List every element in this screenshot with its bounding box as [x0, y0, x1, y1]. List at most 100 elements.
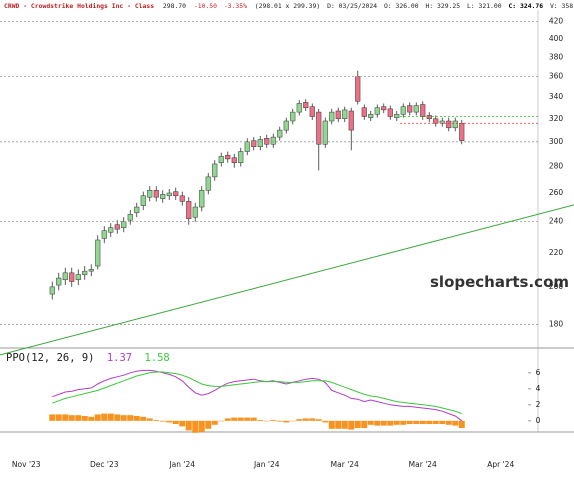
candle-body [420, 104, 426, 117]
histogram-bar [88, 416, 95, 421]
histogram-bar [166, 420, 173, 423]
candle-body [75, 274, 81, 281]
candle-body [270, 136, 276, 145]
candle-body [361, 107, 367, 117]
y-tick-label: 260 [549, 188, 564, 197]
candle-body [153, 190, 159, 198]
volume: V: 358.13 [550, 2, 574, 10]
candle-body [277, 129, 283, 138]
histogram-bar [127, 415, 134, 421]
histogram-bar [81, 416, 88, 421]
histogram-bar [445, 420, 452, 425]
histogram-bar [172, 420, 179, 424]
candle-body [238, 151, 244, 163]
histogram-bar [263, 420, 270, 422]
candle-body [147, 190, 153, 198]
y-tick-label: 0 [536, 416, 541, 425]
watermark: slopecharts.com [430, 273, 569, 291]
candle-body [296, 103, 302, 113]
candle-body [446, 120, 452, 129]
histogram-bar [289, 420, 296, 422]
candle-body [127, 214, 133, 221]
x-tick-label: Jan '24 [253, 460, 280, 469]
header: CRWD - Crowdstrike Holdings Inc - Class … [4, 2, 574, 10]
histogram-bar [328, 420, 335, 429]
histogram-bar [302, 418, 309, 421]
histogram-bar [283, 420, 290, 423]
price-plot [49, 70, 465, 300]
candle-body [101, 230, 107, 239]
histogram-bar [153, 420, 160, 421]
y-tick-label: 6 [536, 368, 541, 377]
candle-body [433, 118, 439, 124]
ticker-name: CRWD - Crowdstrike Holdings Inc - Class [4, 2, 154, 10]
candle-body [69, 272, 75, 282]
histogram-bar [335, 420, 342, 429]
candle-body [283, 120, 289, 131]
candle-body [452, 120, 458, 129]
histogram-bar [192, 420, 199, 433]
histogram-bar [231, 417, 238, 421]
histogram-bar [354, 420, 361, 428]
histogram-bar [250, 417, 257, 421]
ppo-value: 1.37 [107, 352, 132, 364]
candle-body [199, 190, 205, 208]
histogram-bar [426, 420, 433, 424]
y-tick-label: 200 [549, 282, 564, 291]
trendline [0, 204, 574, 356]
ppo-line [52, 371, 462, 415]
histogram-bar [393, 420, 400, 425]
histogram-bar [49, 414, 56, 421]
candle-body [179, 195, 185, 202]
ppo-legend: PPO(12, 26, 9) 1.37 1.58 [6, 352, 170, 364]
ppo-title: PPO(12, 26, 9) [6, 352, 95, 364]
histogram-bar [380, 420, 387, 426]
histogram-bar [419, 420, 426, 424]
histogram-bar [185, 420, 192, 431]
close: C: 324.76 [508, 2, 543, 10]
candle-body [114, 224, 120, 230]
candle-body [348, 110, 354, 131]
candle-body [381, 106, 387, 111]
candle-body [108, 227, 114, 233]
candle-body [257, 139, 263, 147]
y-tick-label: 320 [549, 114, 564, 123]
histogram-bar [159, 420, 166, 422]
x-tick-label: Dec '23 [90, 460, 119, 469]
open: O: 326.00 [384, 2, 419, 10]
histogram-bar [432, 420, 439, 424]
candle-body [400, 106, 406, 115]
candle-body [329, 111, 335, 122]
candle-body [173, 191, 179, 197]
candle-body [387, 108, 393, 117]
histogram-bar [140, 416, 147, 421]
candle-body [407, 105, 413, 113]
histogram-bar [205, 420, 212, 429]
histogram-bar [224, 418, 231, 421]
histogram-bar [68, 415, 75, 421]
candle-body [374, 107, 380, 115]
candle-body [121, 221, 127, 228]
candle-body [205, 176, 211, 191]
y-tick-label: 180 [549, 320, 564, 329]
x-tick-label: Jan '24 [168, 460, 195, 469]
candle-body [303, 102, 309, 108]
low: L: 321.00 [467, 2, 502, 10]
histogram-bar [211, 420, 218, 425]
y-tick-label: 300 [549, 137, 564, 146]
x-tick-label: Nov '23 [12, 460, 41, 469]
histogram-bar [361, 420, 368, 428]
y-tick-label: 380 [549, 52, 564, 61]
candle-body [264, 138, 270, 145]
histogram-bar [198, 420, 205, 432]
candle-body [244, 141, 250, 152]
x-tick-label: Mar '24 [409, 460, 437, 469]
histogram-bar [374, 420, 381, 426]
y-tick-label: 340 [549, 92, 564, 101]
histogram-bar [452, 420, 459, 426]
histogram-bar [237, 417, 244, 421]
histogram-bar [322, 420, 329, 423]
histogram-bar [101, 413, 108, 421]
candle-body [342, 109, 348, 120]
